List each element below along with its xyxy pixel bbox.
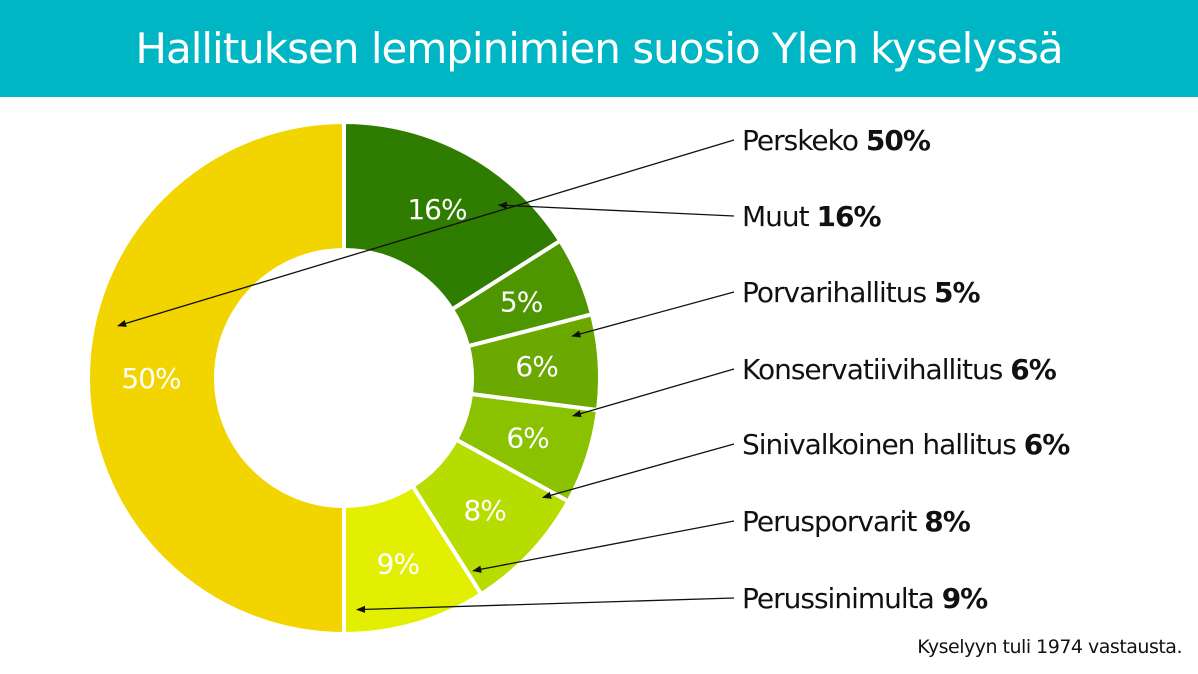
legend-item-perusporvarit: Perusporvarit 8% (742, 505, 971, 538)
legend-value-perskeko: 50% (866, 124, 931, 157)
leader-line-konservatiivihallitus (572, 368, 735, 418)
leader-line-perusporvarit (472, 520, 735, 573)
legend-label-konservatiivihallitus: Konservatiivihallitus (742, 353, 1010, 386)
legend-label-perskeko: Perskeko (742, 124, 866, 157)
legend-value-muut: 16% (817, 200, 882, 233)
legend-label-muut: Muut (742, 200, 817, 233)
legend-label-perusporvarit: Perusporvarit (742, 505, 924, 538)
legend-item-konservatiivihallitus: Konservatiivihallitus 6% (742, 353, 1057, 386)
legend-value-perusporvarit: 8% (924, 505, 970, 538)
leader-line-perskeko (117, 139, 735, 327)
slice-label-perskeko: 50% (121, 362, 181, 395)
slice-label-sinivalkoinen-hallitus: 6% (506, 422, 549, 455)
legend-value-sinivalkoinen-hallitus: 6% (1024, 428, 1070, 461)
footnote: Kyselyyn tuli 1974 vastausta. (917, 636, 1182, 658)
legend-label-perussinimulta: Perussinimulta (742, 582, 942, 615)
chart-title: Hallituksen lempinimien suosio Ylen kyse… (135, 24, 1063, 73)
slice-label-porvarihallitus: 5% (500, 285, 543, 318)
slice-label-muut: 16% (407, 193, 467, 226)
leader-line-porvarihallitus (571, 291, 735, 338)
legend-item-muut: Muut 16% (742, 200, 881, 233)
legend-item-porvarihallitus: Porvarihallitus 5% (742, 276, 980, 309)
slices-layer (86, 119, 602, 637)
legend-item-perskeko: Perskeko 50% (742, 124, 931, 157)
donut-slice-muut (342, 119, 563, 313)
leader-line-perussinimulta (356, 597, 735, 614)
legend-value-porvarihallitus: 5% (934, 276, 980, 309)
leader-line-sinivalkoinen-hallitus (541, 443, 735, 499)
legend-label-porvarihallitus: Porvarihallitus (742, 276, 934, 309)
slice-label-perusporvarit: 8% (463, 494, 506, 527)
legend-item-sinivalkoinen-hallitus: Sinivalkoinen hallitus 6% (742, 428, 1070, 461)
donut-slice-perskeko (86, 119, 346, 637)
legend-value-perussinimulta: 9% (942, 582, 988, 615)
title-bar: Hallituksen lempinimien suosio Ylen kyse… (0, 0, 1198, 97)
slice-labels-layer: 16% 5% 6% 6% 8% 9% 50% (121, 193, 559, 580)
legend-value-konservatiivihallitus: 6% (1010, 353, 1056, 386)
slice-label-perussinimulta: 9% (377, 547, 420, 580)
legend-label-sinivalkoinen-hallitus: Sinivalkoinen hallitus (742, 428, 1024, 461)
legend-item-perussinimulta: Perussinimulta 9% (742, 582, 988, 615)
slice-label-konservatiivihallitus: 6% (515, 350, 558, 383)
leader-lines-layer (117, 139, 735, 614)
legend-layer: Perskeko 50% Muut 16% Porvarihallitus 5% Ko… (742, 124, 1071, 615)
leader-line-muut (497, 201, 735, 217)
